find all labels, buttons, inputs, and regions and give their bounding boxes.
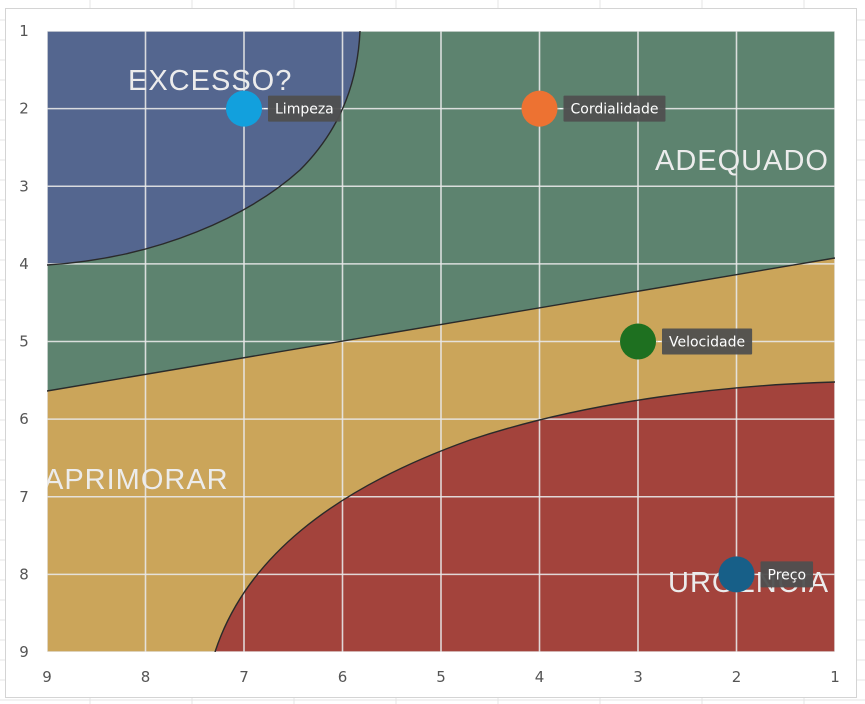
data-point-limpeza[interactable]: Limpeza bbox=[226, 90, 341, 127]
point-label-box bbox=[760, 561, 814, 588]
x-tick-label: 7 bbox=[239, 668, 249, 686]
x-tick-label: 5 bbox=[436, 668, 446, 686]
zone-excesso-area bbox=[47, 31, 360, 265]
y-tick-label: 8 bbox=[19, 565, 29, 583]
point-marker bbox=[718, 556, 755, 593]
plot-gridlines bbox=[47, 31, 835, 652]
y-tick-label: 1 bbox=[19, 22, 29, 40]
y-tick-label: 3 bbox=[19, 177, 29, 195]
aprimorar-boundary-line bbox=[47, 257, 835, 392]
point-marker bbox=[521, 90, 558, 127]
x-tick-label: 8 bbox=[141, 668, 151, 686]
data-points: Limpeza Cordialidade Velocidade Preço bbox=[226, 90, 814, 593]
zone-label-adequado: ADEQUADO bbox=[655, 145, 829, 177]
x-tick-label: 4 bbox=[535, 668, 545, 686]
x-tick-label: 9 bbox=[42, 668, 52, 686]
point-label-box bbox=[563, 95, 666, 122]
point-marker bbox=[620, 323, 656, 360]
urgencia-boundary-curve bbox=[214, 381, 835, 652]
excesso-boundary-curve bbox=[47, 31, 361, 266]
zone-label-aprimorar: APRIMORAR bbox=[44, 464, 229, 496]
point-label: Cordialidade bbox=[571, 102, 659, 118]
x-tick-label: 1 bbox=[830, 668, 840, 686]
point-label: Preço bbox=[768, 567, 807, 583]
zone-label-excesso: EXCESSO? bbox=[128, 65, 292, 97]
y-tick-label: 5 bbox=[19, 333, 29, 351]
x-axis-ticks: 9 8 7 6 5 4 3 2 1 bbox=[42, 668, 840, 686]
y-tick-label: 4 bbox=[19, 255, 29, 273]
point-label: Limpeza bbox=[275, 102, 334, 118]
point-label: Velocidade bbox=[669, 335, 745, 351]
y-tick-label: 2 bbox=[19, 100, 29, 118]
y-axis-ticks: 1 2 3 4 5 6 7 8 9 bbox=[19, 22, 29, 661]
data-point-velocidade[interactable]: Velocidade bbox=[620, 323, 753, 360]
y-tick-label: 6 bbox=[19, 410, 29, 428]
y-tick-label: 9 bbox=[19, 643, 29, 661]
zone-urgencia-area bbox=[215, 382, 835, 652]
x-tick-label: 3 bbox=[633, 668, 643, 686]
point-label-box bbox=[268, 95, 341, 122]
data-point-cordialidade[interactable]: Cordialidade bbox=[521, 90, 666, 127]
point-marker bbox=[226, 90, 262, 127]
x-tick-label: 6 bbox=[338, 668, 348, 686]
y-tick-label: 7 bbox=[19, 488, 29, 506]
point-label-box bbox=[662, 328, 753, 355]
data-point-preço[interactable]: Preço bbox=[718, 556, 814, 593]
x-tick-label: 2 bbox=[732, 668, 742, 686]
